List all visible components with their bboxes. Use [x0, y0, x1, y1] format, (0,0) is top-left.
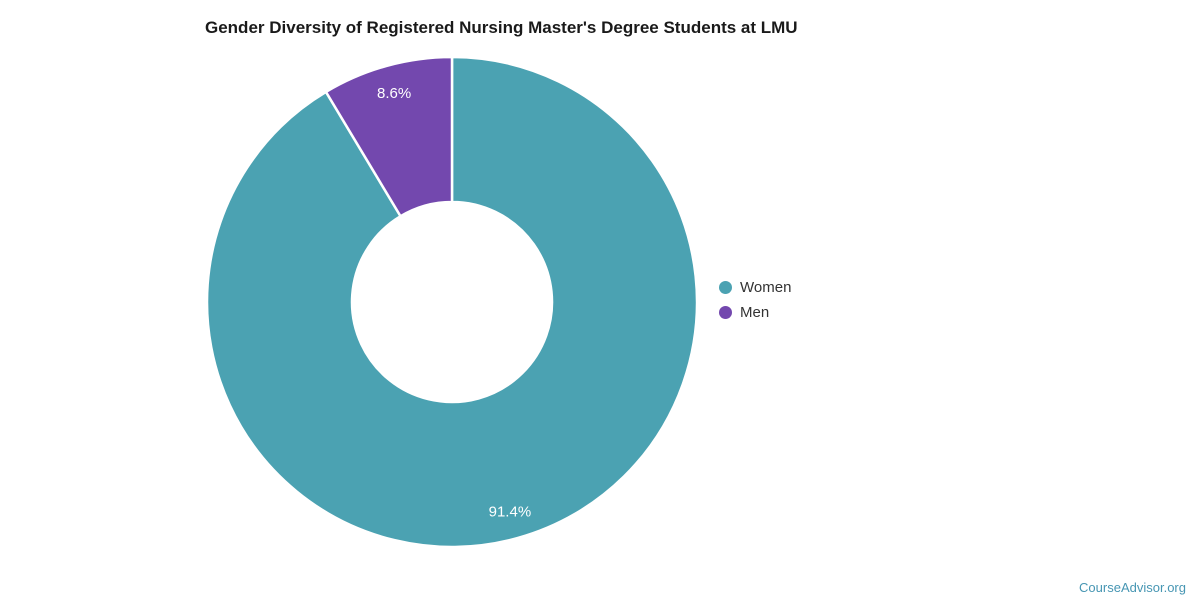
- legend-label-women: Women: [740, 279, 792, 296]
- legend-marker-men-icon: [719, 306, 732, 319]
- donut-slice-women[interactable]: [205, 55, 699, 549]
- donut-slice-men[interactable]: [324, 55, 454, 218]
- legend-marker-women-icon: [719, 281, 732, 294]
- slice-label-women: 91.4%: [489, 503, 532, 520]
- legend-item-women[interactable]: Women: [719, 278, 791, 297]
- chart-title: Gender Diversity of Registered Nursing M…: [205, 18, 798, 37]
- legend-label-men: Men: [740, 304, 770, 321]
- legend: Women Men: [719, 278, 791, 322]
- slice-label-men: 8.6%: [377, 85, 411, 102]
- courseadvisor-link[interactable]: CourseAdvisor.org: [1079, 580, 1186, 595]
- legend-item-men[interactable]: Men: [719, 303, 791, 322]
